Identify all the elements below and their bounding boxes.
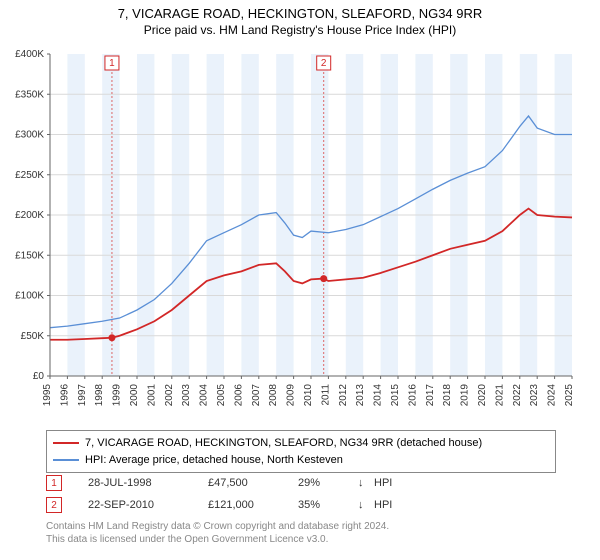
svg-text:2022: 2022 bbox=[512, 384, 523, 407]
svg-text:1996: 1996 bbox=[59, 384, 70, 407]
svg-text:2015: 2015 bbox=[390, 384, 401, 407]
legend-row: 7, VICARAGE ROAD, HECKINGTON, SLEAFORD, … bbox=[53, 435, 549, 452]
marker-table-row: 2 22-SEP-2010 £121,000 35% ↓ HPI bbox=[46, 494, 414, 516]
svg-text:2008: 2008 bbox=[268, 384, 279, 407]
chart-title-block: 7, VICARAGE ROAD, HECKINGTON, SLEAFORD, … bbox=[0, 0, 600, 37]
legend-swatch bbox=[53, 442, 79, 444]
legend-box: 7, VICARAGE ROAD, HECKINGTON, SLEAFORD, … bbox=[46, 430, 556, 473]
marker-price: £47,500 bbox=[208, 477, 298, 489]
svg-text:2011: 2011 bbox=[320, 384, 331, 406]
svg-text:£200K: £200K bbox=[15, 210, 44, 221]
svg-text:£0: £0 bbox=[33, 371, 45, 382]
title-line1: 7, VICARAGE ROAD, HECKINGTON, SLEAFORD, … bbox=[0, 6, 600, 21]
legend-label: HPI: Average price, detached house, Nort… bbox=[85, 452, 343, 469]
svg-text:2014: 2014 bbox=[373, 384, 384, 407]
svg-text:1995: 1995 bbox=[42, 384, 53, 407]
footer-line2: This data is licensed under the Open Gov… bbox=[46, 533, 389, 546]
footer-line1: Contains HM Land Registry data © Crown c… bbox=[46, 520, 389, 533]
svg-text:1998: 1998 bbox=[94, 384, 105, 407]
svg-text:2019: 2019 bbox=[460, 384, 471, 407]
marker-hpi-label: HPI bbox=[374, 477, 414, 489]
svg-text:1: 1 bbox=[109, 58, 115, 69]
legend-label: 7, VICARAGE ROAD, HECKINGTON, SLEAFORD, … bbox=[85, 435, 482, 452]
svg-text:2: 2 bbox=[321, 58, 327, 69]
down-arrow-icon: ↓ bbox=[358, 477, 374, 489]
svg-text:£250K: £250K bbox=[15, 170, 44, 181]
marker-pct: 35% bbox=[298, 499, 358, 511]
svg-text:2003: 2003 bbox=[181, 384, 192, 407]
title-line2: Price paid vs. HM Land Registry's House … bbox=[0, 23, 600, 37]
marker-table: 1 28-JUL-1998 £47,500 29% ↓ HPI 2 22-SEP… bbox=[46, 472, 414, 516]
marker-pct: 29% bbox=[298, 477, 358, 489]
svg-text:2009: 2009 bbox=[286, 384, 297, 407]
marker-hpi-label: HPI bbox=[374, 499, 414, 511]
svg-text:1997: 1997 bbox=[77, 384, 88, 407]
svg-text:2001: 2001 bbox=[146, 384, 157, 407]
legend-swatch bbox=[53, 459, 79, 461]
marker-table-row: 1 28-JUL-1998 £47,500 29% ↓ HPI bbox=[46, 472, 414, 494]
marker-price: £121,000 bbox=[208, 499, 298, 511]
marker-date: 28-JUL-1998 bbox=[88, 477, 208, 489]
svg-text:£400K: £400K bbox=[15, 49, 44, 60]
svg-text:2002: 2002 bbox=[164, 384, 175, 407]
legend-row: HPI: Average price, detached house, Nort… bbox=[53, 452, 549, 469]
svg-text:2006: 2006 bbox=[233, 384, 244, 407]
svg-text:2013: 2013 bbox=[355, 384, 366, 407]
svg-text:2012: 2012 bbox=[338, 384, 349, 407]
svg-text:2000: 2000 bbox=[129, 384, 140, 407]
svg-text:£300K: £300K bbox=[15, 130, 44, 141]
svg-text:2016: 2016 bbox=[407, 384, 418, 407]
down-arrow-icon: ↓ bbox=[358, 499, 374, 511]
svg-text:2018: 2018 bbox=[442, 384, 453, 407]
footer-attribution: Contains HM Land Registry data © Crown c… bbox=[46, 520, 389, 546]
svg-text:2025: 2025 bbox=[564, 384, 575, 407]
svg-text:£350K: £350K bbox=[15, 89, 44, 100]
marker-date: 22-SEP-2010 bbox=[88, 499, 208, 511]
svg-text:2017: 2017 bbox=[425, 384, 436, 407]
svg-text:2010: 2010 bbox=[303, 384, 314, 407]
svg-text:2024: 2024 bbox=[547, 384, 558, 407]
marker-num-box: 1 bbox=[46, 475, 62, 491]
svg-text:£50K: £50K bbox=[21, 331, 45, 342]
svg-text:2007: 2007 bbox=[251, 384, 262, 407]
svg-text:2004: 2004 bbox=[199, 384, 210, 407]
svg-text:2021: 2021 bbox=[494, 384, 505, 407]
svg-text:£100K: £100K bbox=[15, 291, 44, 302]
svg-text:2020: 2020 bbox=[477, 384, 488, 407]
svg-text:1999: 1999 bbox=[112, 384, 123, 407]
price-chart: 12£0£50K£100K£150K£200K£250K£300K£350K£4… bbox=[50, 48, 580, 418]
svg-text:£150K: £150K bbox=[15, 250, 44, 261]
svg-text:2023: 2023 bbox=[529, 384, 540, 407]
svg-text:2005: 2005 bbox=[216, 384, 227, 407]
marker-num-box: 2 bbox=[46, 497, 62, 513]
